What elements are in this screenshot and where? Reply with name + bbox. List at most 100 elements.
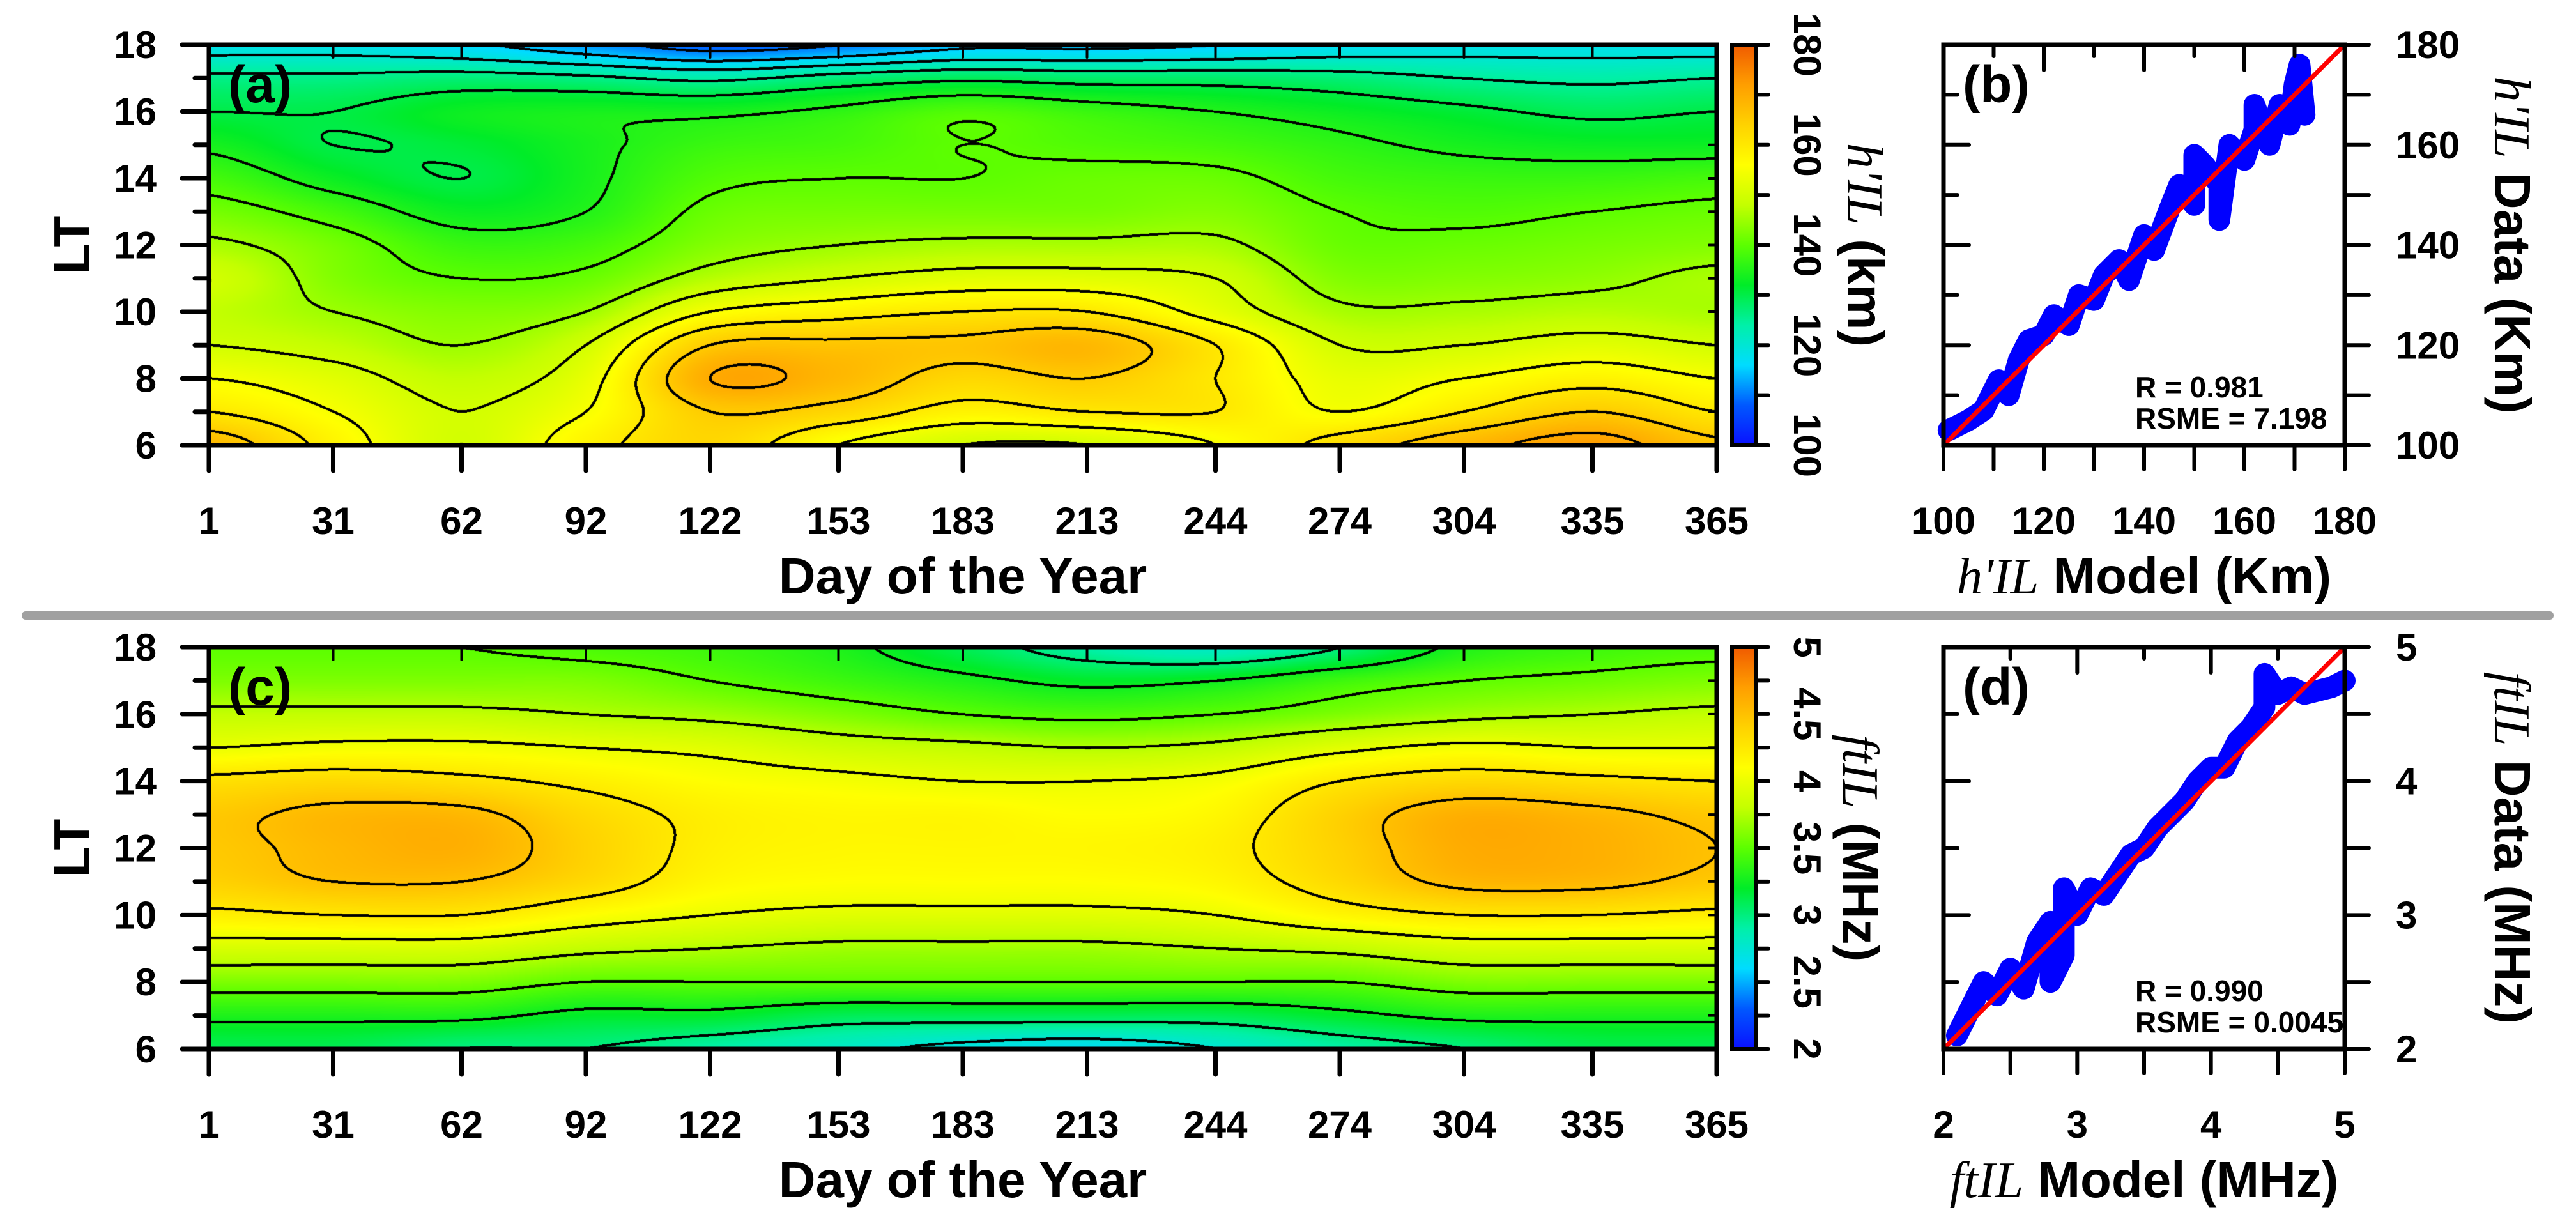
x-axis-title-units: Model (Km) xyxy=(2039,547,2331,604)
x-tick-label: 2 xyxy=(1933,1103,1954,1146)
x-axis-title: Day of the Year xyxy=(779,1151,1147,1208)
colorbar-title-italic: ftIL xyxy=(1832,735,1888,809)
colorbar-title-units: (MHz) xyxy=(1832,808,1889,961)
x-tick-label: 4 xyxy=(2200,1103,2222,1146)
x-tick-label: 92 xyxy=(565,500,608,542)
y-tick-label: 8 xyxy=(135,961,157,1004)
scatter-point xyxy=(2083,289,2104,310)
x-tick-label: 122 xyxy=(678,500,742,542)
scatter-point xyxy=(2269,95,2290,116)
y-axis-title-units: Data (MHz) xyxy=(2484,746,2541,1025)
scatter-point xyxy=(2143,240,2165,261)
x-tick-label: 180 xyxy=(2313,500,2377,542)
scatter-point xyxy=(2244,119,2265,141)
y-tick-label: 100 xyxy=(2396,424,2460,467)
colorbar xyxy=(1730,645,1758,1051)
contour-map-hil xyxy=(209,45,1717,445)
scatter-point xyxy=(2209,210,2230,231)
scatter-point xyxy=(1959,998,1981,1020)
scatter-point xyxy=(1973,400,1994,421)
y-tick-label: 18 xyxy=(114,24,157,66)
colorbar-tick-label: 3.5 xyxy=(1786,822,1828,875)
scatter-point xyxy=(2013,978,2034,999)
x-tick-label: 304 xyxy=(1432,1103,1496,1146)
x-tick-label: 120 xyxy=(2012,500,2076,542)
scatter-point xyxy=(2168,174,2189,195)
scatter-point xyxy=(2254,663,2275,684)
colorbar-tick-label: 4.5 xyxy=(1786,687,1828,740)
y-tick-label: 6 xyxy=(135,424,157,467)
x-axis-title-italic: h'IL xyxy=(1957,549,2039,605)
y-tick-label: 180 xyxy=(2396,24,2460,66)
scatter-point xyxy=(2160,804,2181,825)
y-tick-label: 160 xyxy=(2396,124,2460,167)
x-tick-label: 62 xyxy=(440,500,483,542)
plot-frame xyxy=(206,42,1719,448)
scatter-point xyxy=(2259,134,2280,155)
panel-label: (d) xyxy=(1963,658,2030,716)
fit-line xyxy=(1942,43,2347,447)
colorbar-tick-label: 120 xyxy=(1786,313,1828,377)
x-tick-label: 31 xyxy=(312,500,355,542)
y-axis-title: ftIL Data (MHz) xyxy=(2483,672,2541,1024)
scatter-point xyxy=(2294,104,2315,125)
colorbar xyxy=(1730,43,1758,447)
y-tick-label: 12 xyxy=(114,224,157,267)
colorbar-title-italic: h'IL xyxy=(1836,143,1892,225)
stat-r: R = 0.981 xyxy=(2135,371,2264,404)
x-tick-label: 274 xyxy=(1308,500,1372,542)
scatter-point xyxy=(2241,717,2262,738)
scatter-point xyxy=(2227,730,2248,751)
x-axis-title: Day of the Year xyxy=(779,547,1147,604)
x-tick-label: 153 xyxy=(806,500,870,542)
colorbar-tick-label: 180 xyxy=(1786,13,1828,77)
scatter-point xyxy=(2027,931,2048,952)
x-tick-label: 100 xyxy=(1912,500,1975,542)
y-tick-label: 14 xyxy=(114,157,157,200)
x-tick-label: 213 xyxy=(1055,500,1119,542)
x-tick-label: 140 xyxy=(2112,500,2176,542)
y-tick-label: 140 xyxy=(2396,224,2460,267)
scatter-point xyxy=(2174,791,2195,812)
x-tick-label: 1 xyxy=(198,500,219,542)
x-axis-title-italic: ftIL xyxy=(1950,1152,2024,1209)
y-axis-title-italic: ftIL xyxy=(2483,672,2540,746)
colorbar-tick-label: 160 xyxy=(1786,113,1828,177)
y-tick-label: 4 xyxy=(2396,760,2418,803)
colorbar-title-units: (km) xyxy=(1837,225,1894,347)
y-tick-label: 12 xyxy=(114,827,157,870)
colorbar-tick-label: 2 xyxy=(1786,1038,1828,1059)
y-tick-label: 10 xyxy=(114,291,157,333)
scatter-point xyxy=(2234,149,2255,171)
colorbar-title: ftIL (MHz) xyxy=(1832,735,1889,962)
scatter-point xyxy=(2244,95,2265,116)
scatter-point xyxy=(2053,945,2074,966)
scatter-point xyxy=(2043,305,2064,326)
stat-rsme: RSME = 0.0045 xyxy=(2135,1006,2343,1039)
stat-r: R = 0.990 xyxy=(2135,974,2264,1007)
x-axis-title-units: Model (MHz) xyxy=(2023,1151,2338,1208)
scatter-point xyxy=(2254,697,2275,718)
contour-map-ftil xyxy=(209,647,1717,1049)
y-tick-label: 16 xyxy=(114,693,157,736)
x-tick-label: 274 xyxy=(1308,1103,1372,1146)
x-tick-label: 153 xyxy=(806,1103,870,1146)
scatter-point xyxy=(2053,878,2074,899)
y-axis-title-italic: h'IL xyxy=(2483,76,2540,158)
scatter-point xyxy=(2289,54,2310,75)
x-tick-label: 160 xyxy=(2212,500,2276,542)
scatter-point xyxy=(1998,385,2020,406)
x-tick-label: 1 xyxy=(198,1103,219,1146)
x-tick-label: 244 xyxy=(1183,500,1248,542)
x-tick-label: 183 xyxy=(931,500,995,542)
scatter-point xyxy=(2000,958,2021,979)
scatter-point xyxy=(2040,972,2061,993)
x-tick-label: 365 xyxy=(1685,1103,1749,1146)
y-tick-label: 120 xyxy=(2396,324,2460,367)
scatter-point xyxy=(2058,314,2080,335)
colorbar-tick-label: 4 xyxy=(1786,770,1828,792)
scatter-point xyxy=(2147,818,2168,839)
x-tick-label: 3 xyxy=(2067,1103,2088,1146)
scatter-point xyxy=(2119,270,2140,291)
